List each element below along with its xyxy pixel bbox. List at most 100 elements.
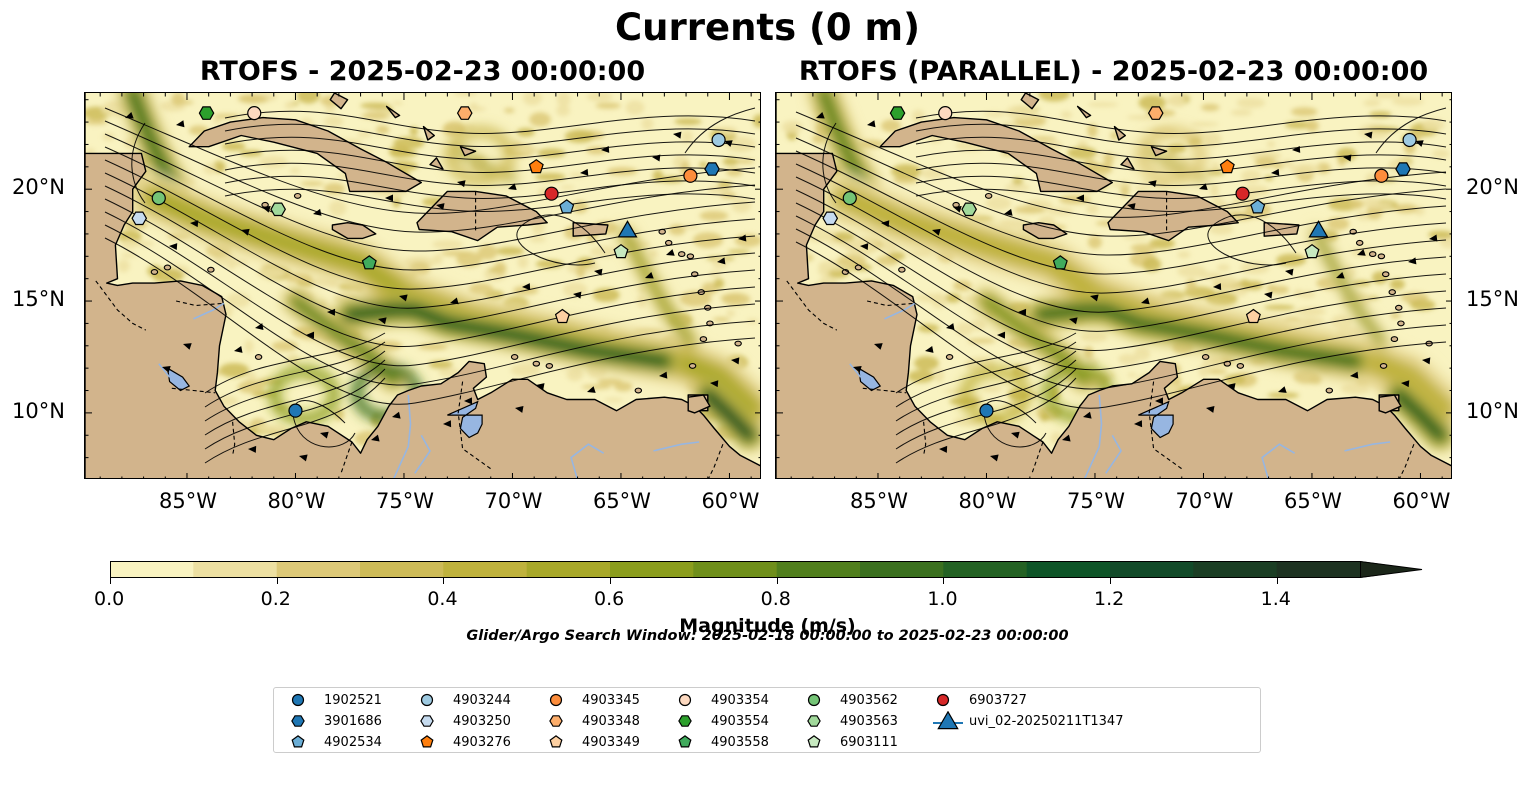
platform-4903354[interactable]: [247, 106, 262, 121]
platform-4903562[interactable]: [151, 191, 166, 206]
legend-label: 6903111: [840, 734, 898, 750]
legend-label: 4903276: [453, 734, 511, 750]
platform-4903562[interactable]: [842, 191, 857, 206]
platform-4902534[interactable]: [559, 199, 575, 214]
platform-6903727[interactable]: [1235, 186, 1250, 201]
legend-item-4903554: 4903554: [673, 711, 769, 731]
platform-4903244[interactable]: [711, 132, 726, 148]
legend-marker: [291, 715, 305, 727]
platform-4903250[interactable]: [822, 211, 839, 226]
legend-marker: [678, 693, 692, 707]
colorbar-tick: [443, 578, 445, 584]
lat-tick-label: 20°N: [1466, 175, 1519, 200]
legend-marker: [549, 715, 563, 727]
colorbar-tick: [610, 578, 611, 584]
platform-4903349[interactable]: [1245, 308, 1261, 324]
platform-4903563[interactable]: [270, 202, 286, 217]
platform-4903244[interactable]: [1402, 132, 1417, 148]
lon-tick-label: 75°W: [1066, 489, 1125, 513]
legend-marker: [807, 715, 821, 727]
legend-label: 4903349: [582, 734, 640, 750]
legend-item-4903348: 4903348: [544, 711, 640, 731]
platform-3901686[interactable]: [1395, 162, 1411, 176]
legend-marker: [807, 693, 821, 707]
map-panel-rtofs-parallel[interactable]: [775, 92, 1452, 479]
lat-tick-label: 10°N: [12, 398, 65, 423]
lon-tick-label: 75°W: [375, 489, 434, 513]
colorbar-tick: [1110, 578, 1111, 584]
legend-item-4903354: 4903354: [673, 690, 769, 710]
legend-marker: [420, 693, 434, 707]
legend-marker: [933, 711, 963, 730]
platform-4903348[interactable]: [1147, 106, 1164, 120]
colorbar-tick-label: 1.4: [1260, 588, 1291, 610]
platform-1902521[interactable]: [288, 403, 303, 418]
platform-1902521[interactable]: [979, 403, 994, 418]
platform-6903111[interactable]: [1304, 243, 1320, 259]
legend-item-4903345: 4903345: [544, 690, 640, 710]
platform-4903276[interactable]: [1219, 158, 1235, 174]
platform-4903345[interactable]: [683, 168, 698, 183]
lon-tick-label: 65°W: [592, 489, 651, 513]
legend-item-4903563: 4903563: [802, 711, 898, 731]
map-panel-rtofs-parallel-canvas: [776, 93, 1451, 478]
lon-tick-label: 70°W: [484, 489, 543, 513]
platform-uvi_02-20250211T1347[interactable]: [1308, 220, 1329, 238]
legend-label: 4903354: [711, 692, 769, 708]
colorbar-bar: [110, 561, 1423, 578]
legend-label: 4903563: [840, 713, 898, 729]
map-panel-rtofs-canvas: [85, 93, 760, 478]
legend-label: 4902534: [324, 734, 382, 750]
legend-item-3901686: 3901686: [286, 711, 382, 731]
legend-item-6903111: 6903111: [802, 732, 898, 752]
platform-6903111[interactable]: [613, 243, 629, 259]
colorbar-tick-label: 1.0: [927, 588, 958, 610]
search-window-text: Glider/Argo Search Window: 2025-02-18 00…: [466, 628, 1069, 644]
legend-label: 4903554: [711, 713, 769, 729]
lon-tick-label: 60°W: [1392, 489, 1451, 513]
map-panel-rtofs[interactable]: [84, 92, 761, 479]
legend-item-4903349: 4903349: [544, 732, 640, 752]
platform-3901686[interactable]: [704, 162, 720, 176]
platform-4903558[interactable]: [1052, 255, 1068, 270]
panel-title-rtofs-parallel: RTOFS (PARALLEL) - 2025-02-23 00:00:00: [798, 56, 1429, 87]
platform-4903563[interactable]: [961, 202, 977, 217]
legend-label: 6903727: [969, 692, 1027, 708]
platform-6903727[interactable]: [544, 186, 559, 201]
legend-marker: [291, 693, 305, 707]
platform-4903250[interactable]: [131, 211, 148, 226]
lat-tick-label: 10°N: [1466, 398, 1519, 423]
legend-label: 4903345: [582, 692, 640, 708]
platform-4903354[interactable]: [938, 106, 953, 121]
colorbar-tick-label: 0.2: [260, 588, 291, 610]
colorbar-tick: [943, 578, 945, 584]
lon-tick-label: 60°W: [701, 489, 760, 513]
lat-tick-label: 20°N: [12, 175, 65, 200]
platform-4903348[interactable]: [456, 106, 473, 120]
platform-markers: [131, 106, 726, 418]
legend-item-4903244: 4903244: [415, 690, 511, 710]
lon-tick-label: 85°W: [849, 489, 908, 513]
streamlines: [104, 107, 756, 464]
legend-label: uvi_02-20250211T1347: [969, 713, 1124, 729]
platform-4903276[interactable]: [528, 158, 544, 174]
platform-uvi_02-20250211T1347[interactable]: [617, 220, 638, 238]
panel-title-rtofs: RTOFS - 2025-02-23 00:00:00: [199, 56, 646, 87]
colorbar-tick-label: 0.0: [94, 588, 125, 610]
colorbar-tick-label: 0.4: [427, 588, 458, 610]
legend-marker: [291, 735, 305, 748]
legend-label: 4903558: [711, 734, 769, 750]
colorbar-tick: [1276, 578, 1278, 584]
lon-tick-label: 80°W: [267, 489, 326, 513]
platform-4903345[interactable]: [1374, 168, 1389, 183]
legend-marker: [549, 693, 563, 707]
platform-4902534[interactable]: [1250, 199, 1266, 214]
platform-4903554[interactable]: [889, 106, 906, 120]
legend-label: 1902521: [324, 692, 382, 708]
platform-4903349[interactable]: [554, 308, 570, 324]
legend-marker: [678, 715, 692, 727]
legend: 1902521 3901686 4902534 4903244 4903250 49032…: [273, 687, 1261, 753]
figure-title: Currents (0 m): [614, 6, 920, 49]
platform-4903558[interactable]: [361, 255, 377, 270]
platform-4903554[interactable]: [198, 106, 215, 120]
